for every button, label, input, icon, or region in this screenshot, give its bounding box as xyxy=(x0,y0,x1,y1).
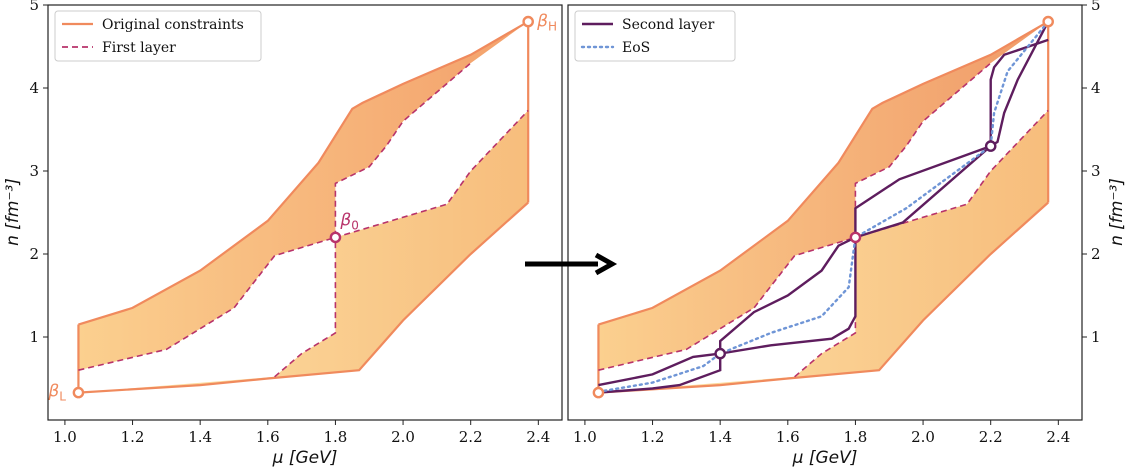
line-eos xyxy=(597,20,1050,393)
line-second-layer-lower xyxy=(598,21,1050,394)
x-tick-label: 1.8 xyxy=(324,428,348,446)
x-tick-label: 2.2 xyxy=(979,428,1003,446)
marker-right-node-low xyxy=(714,347,726,360)
x-tick-label: 2.0 xyxy=(391,428,415,446)
y-tick-label: 5 xyxy=(1091,0,1101,14)
x-tick-label: 1.0 xyxy=(53,428,77,446)
line-original-upper xyxy=(78,19,530,326)
y-tick-label: 2 xyxy=(29,245,39,263)
marker-right-beta-l xyxy=(592,386,605,399)
right-y-axis-label: n [fm⁻³] xyxy=(1107,178,1127,246)
y-tick-label: 5 xyxy=(29,0,39,14)
transition-arrow xyxy=(525,252,618,276)
left-panel: βL βH β0 1.0 1.2 1.4 1.6 1.8 2.0 2.2 2.4 1 2 3 4 5 μ [… xyxy=(3,0,563,468)
region-original-lower-right xyxy=(598,110,1049,393)
x-tick-label: 1.2 xyxy=(121,428,145,446)
annotation-beta-h: βH xyxy=(536,12,557,34)
left-x-axis-label: μ [GeV] xyxy=(272,448,338,468)
marker-beta-h xyxy=(522,15,534,28)
annotation-beta-0: β0 xyxy=(339,210,359,232)
x-tick-label: 1.6 xyxy=(776,428,800,446)
right-legend: Second layer EoS xyxy=(574,10,736,62)
line-original-upper-right xyxy=(598,19,1050,326)
marker-beta-l xyxy=(72,386,85,399)
legend-label-second-layer: Second layer xyxy=(622,17,715,33)
x-tick-label: 1.8 xyxy=(844,428,868,446)
line-original-lower xyxy=(77,201,529,394)
x-tick-label: 2.4 xyxy=(526,428,550,446)
x-tick-label: 2.0 xyxy=(911,428,935,446)
left-legend: Original constraints First layer xyxy=(54,10,262,62)
x-tick-label: 2.4 xyxy=(1046,428,1070,446)
legend-label-original: Original constraints xyxy=(102,17,244,33)
line-original-lower-right xyxy=(597,201,1049,394)
legend-label-eos: EoS xyxy=(622,40,650,56)
legend-label-first-layer: First layer xyxy=(102,40,176,56)
right-panel: 1.0 1.2 1.4 1.6 1.8 2.0 2.2 2.4 1 2 3 4 5 μ [GeV] n … xyxy=(567,0,1127,468)
line-first-layer-upper xyxy=(78,62,472,371)
left-plot-frame xyxy=(47,4,563,421)
y-tick-label: 1 xyxy=(1091,328,1101,346)
y-tick-label: 4 xyxy=(1091,79,1101,97)
x-tick-label: 1.6 xyxy=(256,428,280,446)
x-tick-label: 2.2 xyxy=(459,428,483,446)
annotation-beta-l: βL xyxy=(47,382,66,404)
region-original-upper-right xyxy=(598,21,1049,371)
marker-right-node-high xyxy=(984,140,997,152)
region-original-lower xyxy=(78,110,529,393)
line-first-layer-upper-right xyxy=(598,62,992,371)
left-y-axis-label: n [fm⁻³] xyxy=(3,178,23,246)
right-plot-frame xyxy=(567,4,1083,421)
line-second-layer-upper xyxy=(598,38,1049,387)
right-x-axis-label: μ [GeV] xyxy=(792,448,858,468)
region-original-upper xyxy=(78,21,529,371)
marker-right-beta-h xyxy=(1042,15,1054,28)
region-second-layer xyxy=(598,21,1049,393)
y-tick-label: 3 xyxy=(29,162,39,180)
marker-right-beta-0 xyxy=(849,231,862,244)
y-tick-label: 3 xyxy=(1091,162,1101,180)
marker-beta-0 xyxy=(329,231,342,244)
y-tick-label: 1 xyxy=(29,328,39,346)
x-tick-label: 1.2 xyxy=(641,428,665,446)
x-tick-label: 1.4 xyxy=(708,428,732,446)
x-tick-label: 1.0 xyxy=(573,428,597,446)
y-tick-label: 4 xyxy=(29,79,39,97)
x-tick-label: 1.4 xyxy=(188,428,212,446)
y-tick-label: 2 xyxy=(1091,245,1101,263)
